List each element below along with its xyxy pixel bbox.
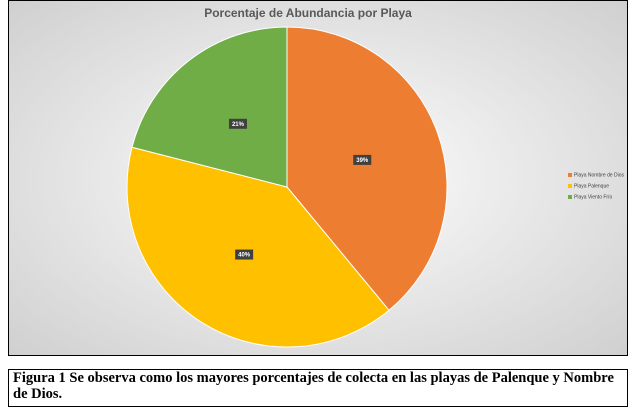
- caption: Figura 1 Se observa como los mayores por…: [8, 369, 628, 407]
- pie-slice: [286, 26, 448, 311]
- legend-label: Playa Viento Frío: [574, 194, 612, 200]
- pie-slice: [131, 26, 288, 188]
- legend-swatch: [568, 195, 572, 199]
- data-label: 39%: [356, 158, 369, 164]
- legend-label: Playa Palenque: [574, 183, 609, 189]
- data-label-box: [353, 154, 372, 165]
- chart: Porcentaje de Abundancia por Playa 39% 40…: [8, 0, 628, 356]
- pie: 39% 40% 21%: [126, 26, 448, 348]
- legend-label: Playa Nombre de Dios: [574, 172, 625, 178]
- legend-swatch: [568, 184, 572, 188]
- legend: Playa Nombre de Dios Playa Palenque Playa …: [568, 172, 625, 200]
- pie-slice: [126, 146, 390, 348]
- data-label: 21%: [232, 122, 245, 128]
- data-label: 40%: [238, 253, 251, 259]
- data-label-box: [228, 118, 247, 129]
- chart-title: Porcentaje de Abundancia por Playa: [204, 6, 412, 20]
- legend-swatch: [568, 173, 572, 177]
- data-label-box: [235, 249, 254, 260]
